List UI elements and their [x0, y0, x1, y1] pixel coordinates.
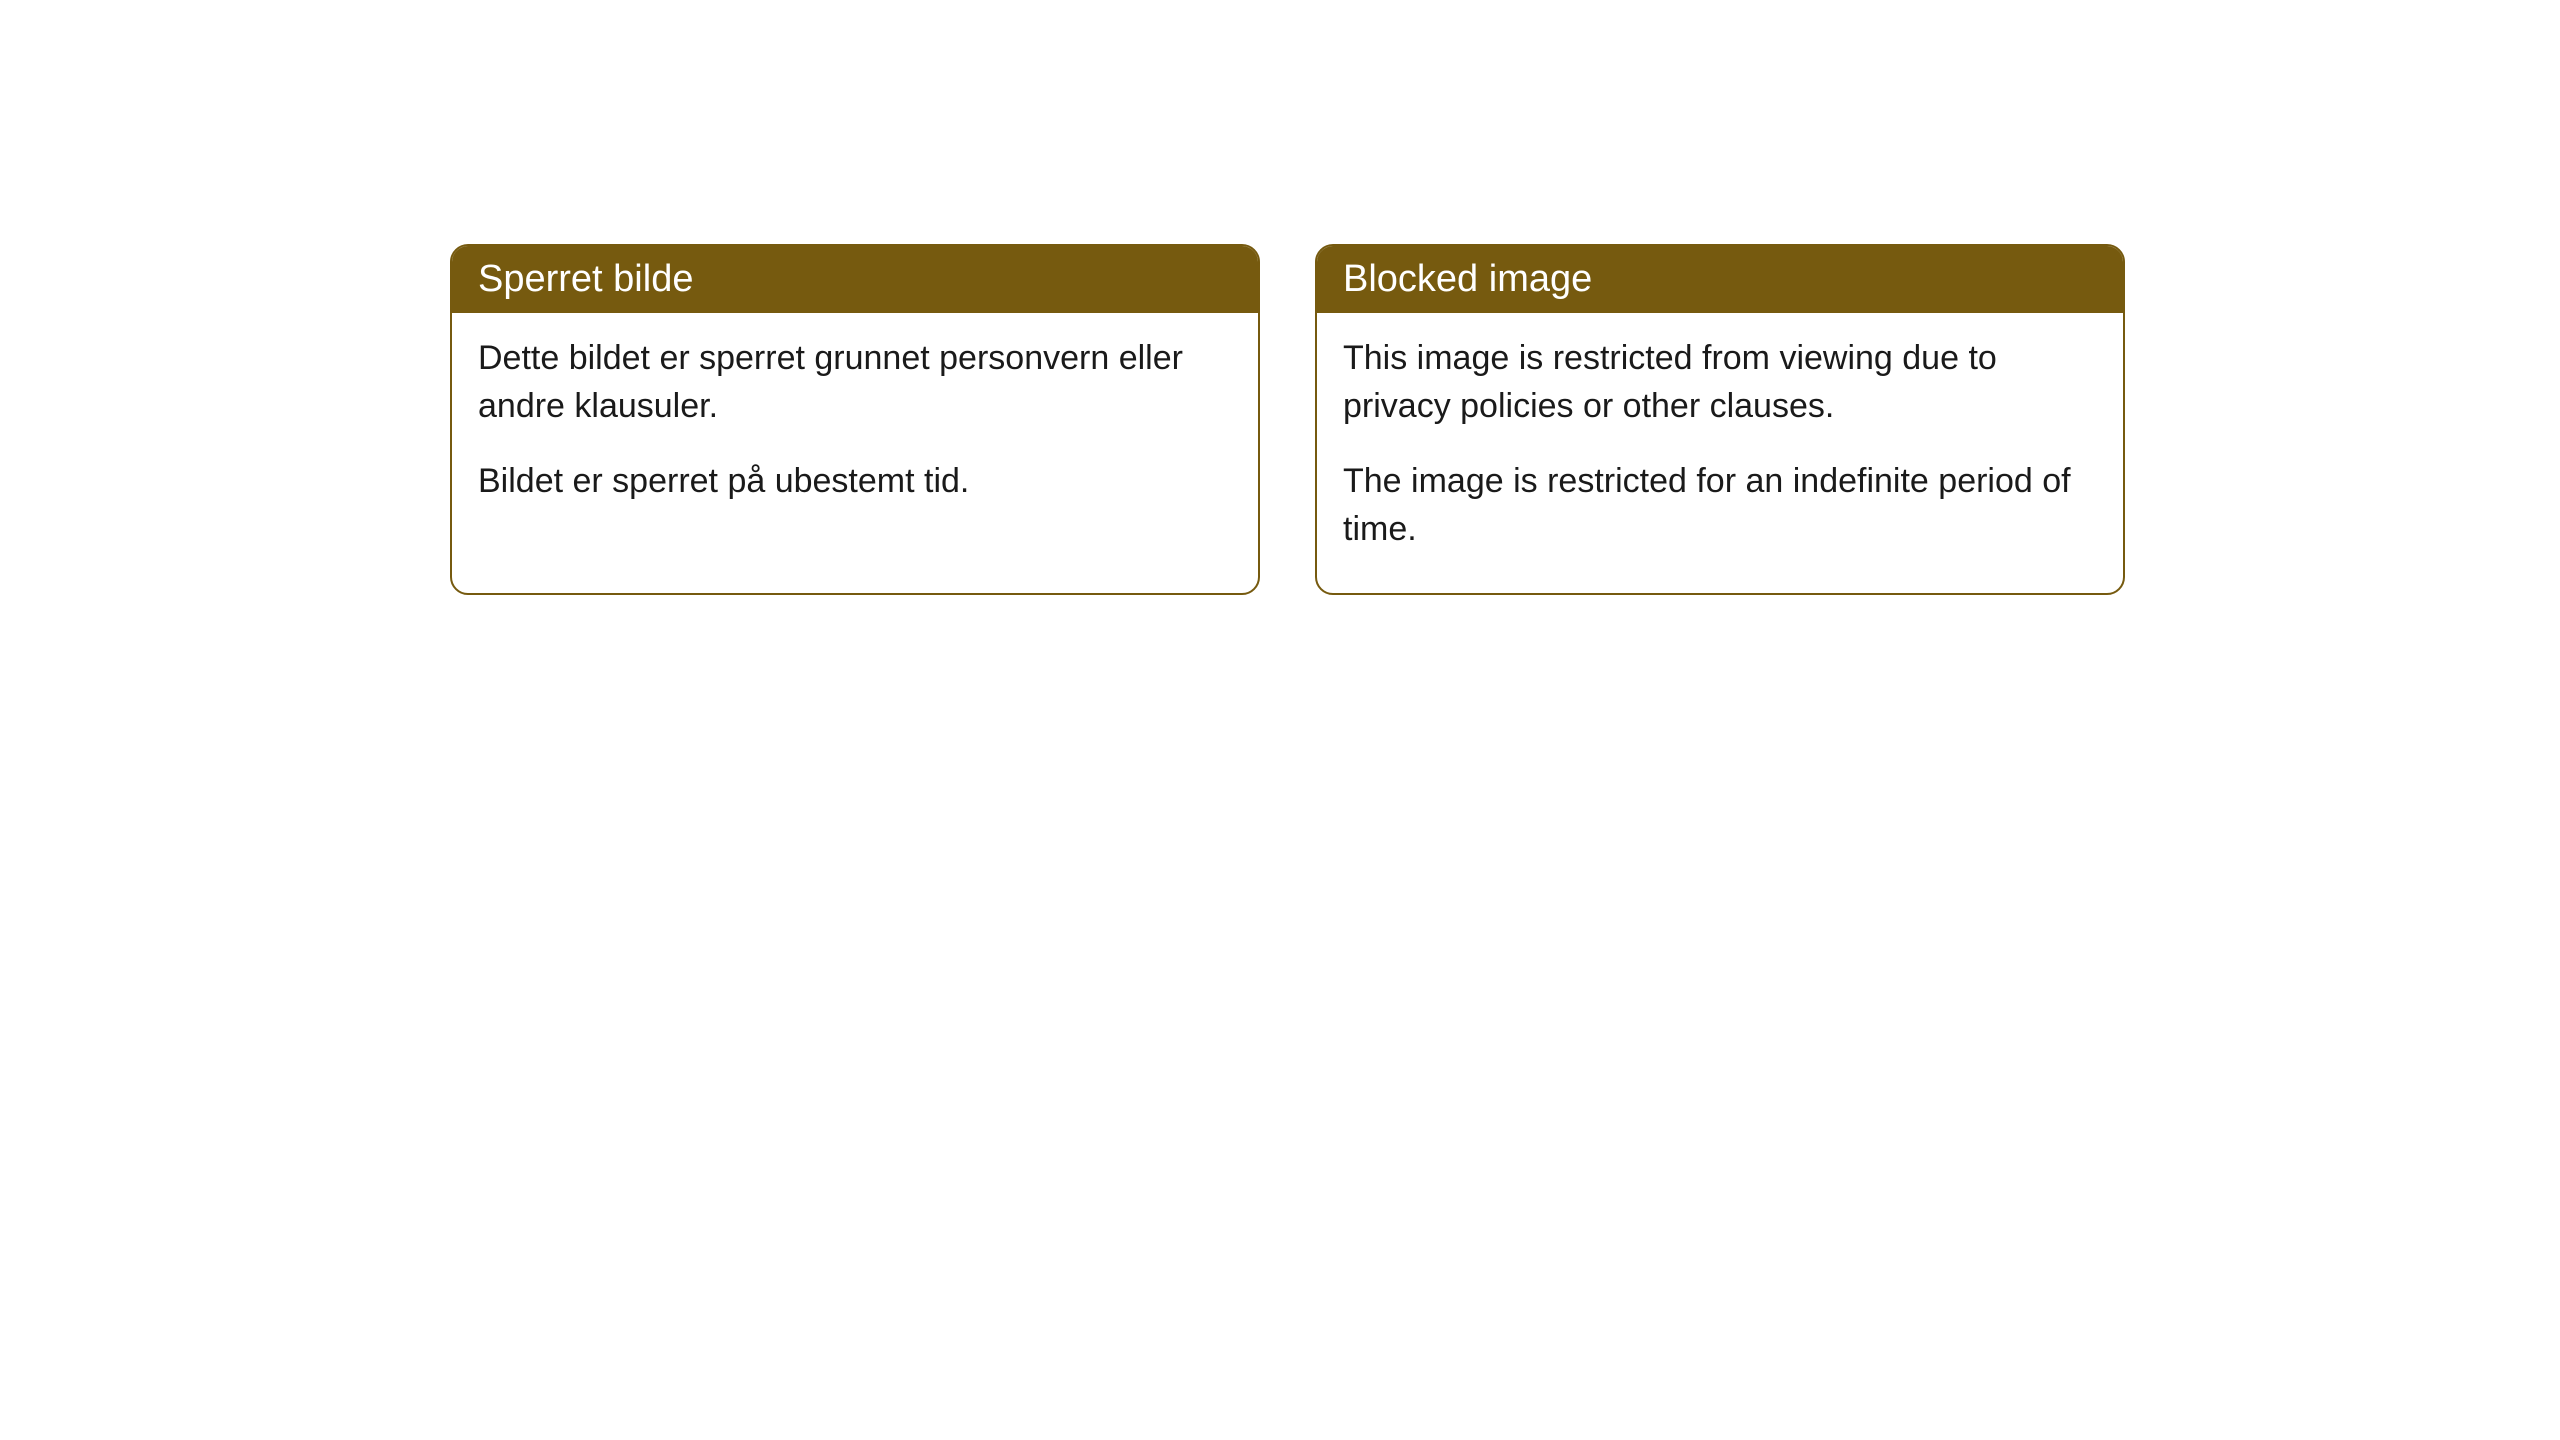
card-text-nb-2: Bildet er sperret på ubestemt tid. — [478, 458, 1232, 506]
card-body-en: This image is restricted from viewing du… — [1317, 313, 2123, 593]
card-header-nb: Sperret bilde — [452, 246, 1258, 313]
card-header-en: Blocked image — [1317, 246, 2123, 313]
card-text-en-2: The image is restricted for an indefinit… — [1343, 458, 2097, 553]
card-text-nb-1: Dette bildet er sperret grunnet personve… — [478, 335, 1232, 430]
notice-card-norwegian: Sperret bilde Dette bildet er sperret gr… — [450, 244, 1260, 595]
card-body-nb: Dette bildet er sperret grunnet personve… — [452, 313, 1258, 546]
notice-cards-container: Sperret bilde Dette bildet er sperret gr… — [450, 244, 2125, 595]
notice-card-english: Blocked image This image is restricted f… — [1315, 244, 2125, 595]
card-text-en-1: This image is restricted from viewing du… — [1343, 335, 2097, 430]
